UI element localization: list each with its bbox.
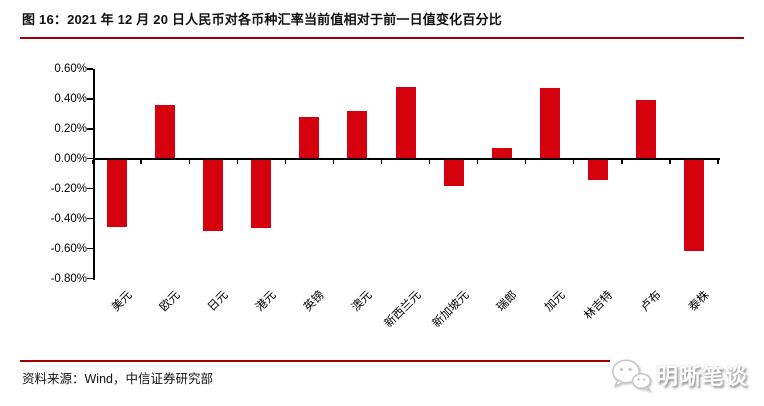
y-axis-tick — [87, 158, 93, 160]
x-axis-label: 瑞郎 — [494, 289, 520, 314]
x-axis-zero-line — [93, 157, 720, 160]
y-axis-tick — [87, 188, 93, 190]
x-axis-tick — [284, 159, 286, 165]
y-axis-label: -0.20% — [50, 182, 87, 195]
x-axis-label: 美元 — [109, 289, 135, 314]
y-axis-tick — [87, 98, 93, 100]
y-axis-label: -0.60% — [50, 242, 87, 255]
x-axis-label: 欧元 — [157, 289, 183, 314]
bar-英镑 — [299, 116, 320, 159]
bar-日元 — [203, 159, 224, 232]
x-axis-label: 新西兰元 — [382, 289, 424, 331]
source-note: 资料来源：Wind，中信证券研究部 — [22, 372, 213, 386]
x-axis-label: 英镑 — [302, 289, 327, 314]
y-axis-label: 0.60% — [54, 63, 87, 75]
x-axis-tick — [428, 159, 431, 165]
x-axis-tick — [669, 159, 671, 165]
x-axis-tick — [477, 159, 479, 165]
x-axis-tick — [621, 159, 623, 165]
x-axis-label: 港元 — [254, 289, 279, 314]
y-axis-label: -0.80% — [50, 272, 87, 285]
bar-欧元 — [155, 104, 176, 159]
bar-泰株 — [683, 159, 704, 251]
x-axis-tick — [380, 159, 383, 165]
bar-港元 — [251, 159, 272, 229]
x-axis-tick — [188, 159, 190, 165]
y-axis-tick — [87, 218, 93, 220]
bar-澳元 — [347, 110, 368, 159]
watermark-text: 明晰笔谈 — [656, 364, 749, 389]
x-axis-label: 泰株 — [686, 289, 712, 314]
y-axis-label: 0.40% — [54, 92, 87, 105]
x-axis-label: 日元 — [206, 289, 231, 314]
x-axis-tick — [717, 159, 719, 165]
x-axis-tick — [573, 159, 575, 165]
x-axis-label: 加元 — [542, 289, 568, 314]
bar-林吉特 — [587, 159, 608, 181]
y-axis-label: -0.40% — [50, 212, 87, 225]
x-axis-label: 澳元 — [350, 289, 376, 314]
x-axis-label: 卢布 — [638, 289, 664, 314]
y-axis-tick — [87, 247, 93, 250]
y-axis-tick — [87, 277, 93, 280]
watermark-logo: 明晰笔谈 — [610, 352, 760, 398]
bar-瑞郎 — [491, 148, 512, 159]
x-axis-tick — [140, 159, 142, 165]
x-axis-label: 林吉特 — [582, 289, 616, 323]
bar-新西兰元 — [395, 86, 416, 159]
y-axis-line — [93, 69, 95, 280]
bar-加元 — [539, 88, 560, 159]
x-axis-tick — [236, 159, 238, 165]
x-axis-tick — [332, 159, 335, 165]
bar-新加坡元 — [443, 159, 464, 187]
y-axis-label: 0.00% — [54, 152, 87, 165]
y-axis-tick — [87, 68, 93, 70]
x-axis-label: 新加坡元 — [430, 289, 472, 331]
y-axis-label: 0.20% — [54, 122, 87, 135]
y-axis-tick — [87, 128, 93, 130]
wechat-icon — [612, 359, 652, 393]
figure-title: 图 16：2021 年 12 月 20 日人民币对各币种汇率当前值相对于前一日值… — [22, 12, 502, 27]
title-divider — [20, 37, 744, 39]
footer-divider — [20, 360, 744, 362]
bar-美元 — [107, 159, 128, 227]
bar-卢布 — [635, 100, 656, 159]
x-axis-tick — [92, 159, 94, 165]
x-axis-tick — [525, 159, 527, 165]
